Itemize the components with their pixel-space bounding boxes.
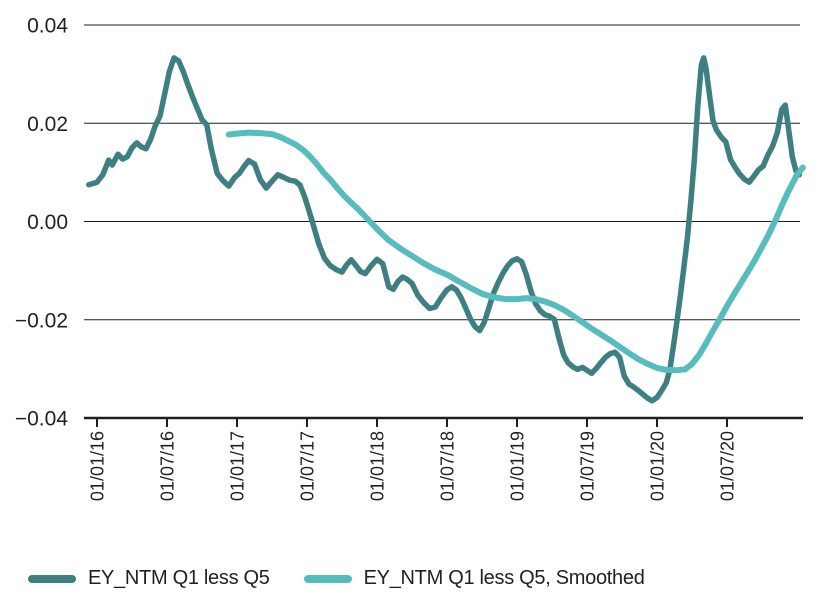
y-tick-label: 0.02: [27, 113, 68, 136]
y-tick-label: −0.02: [15, 309, 68, 332]
legend-label-raw-series: EY_NTM Q1 less Q5: [88, 567, 270, 589]
x-tick-label: 01/07/18: [438, 431, 458, 501]
x-tick-label: 01/07/19: [578, 431, 598, 501]
series-line-smoothed: [225, 129, 806, 374]
legend-item-raw-series: EY_NTM Q1 less Q5: [28, 567, 270, 590]
y-tick-label: −0.04: [15, 408, 68, 431]
legend-label-smoothed-series: EY_NTM Q1 less Q5, Smoothed: [363, 567, 645, 589]
x-tick-label: 01/01/16: [88, 431, 108, 501]
y-tick-label: 0.00: [27, 211, 68, 234]
chart-legend: EY_NTM Q1 less Q5 EY_NTM Q1 less Q5, Smo…: [0, 567, 829, 590]
legend-item-smoothed-series: EY_NTM Q1 less Q5, Smoothed: [303, 567, 645, 590]
x-tick-label: 01/07/17: [298, 431, 318, 501]
y-tick-label: 0.04: [27, 15, 68, 38]
line-chart: 0.04 0.02 0.00 −0.02 −0.04 01/01/16 01/07/16 01…: [15, 15, 806, 501]
x-tick-label: 01/01/19: [508, 431, 528, 501]
legend-swatch-smoothed-series: [303, 574, 352, 583]
x-tick-label: 01/07/16: [158, 431, 178, 501]
x-tick-label: 01/01/17: [228, 431, 248, 501]
x-tick-label: 01/01/18: [368, 431, 388, 501]
x-tick-label: 01/01/20: [648, 431, 668, 501]
x-tick-label: 01/07/20: [718, 431, 738, 501]
series-line-raw: [86, 55, 803, 404]
legend-swatch-raw-series: [28, 574, 76, 583]
